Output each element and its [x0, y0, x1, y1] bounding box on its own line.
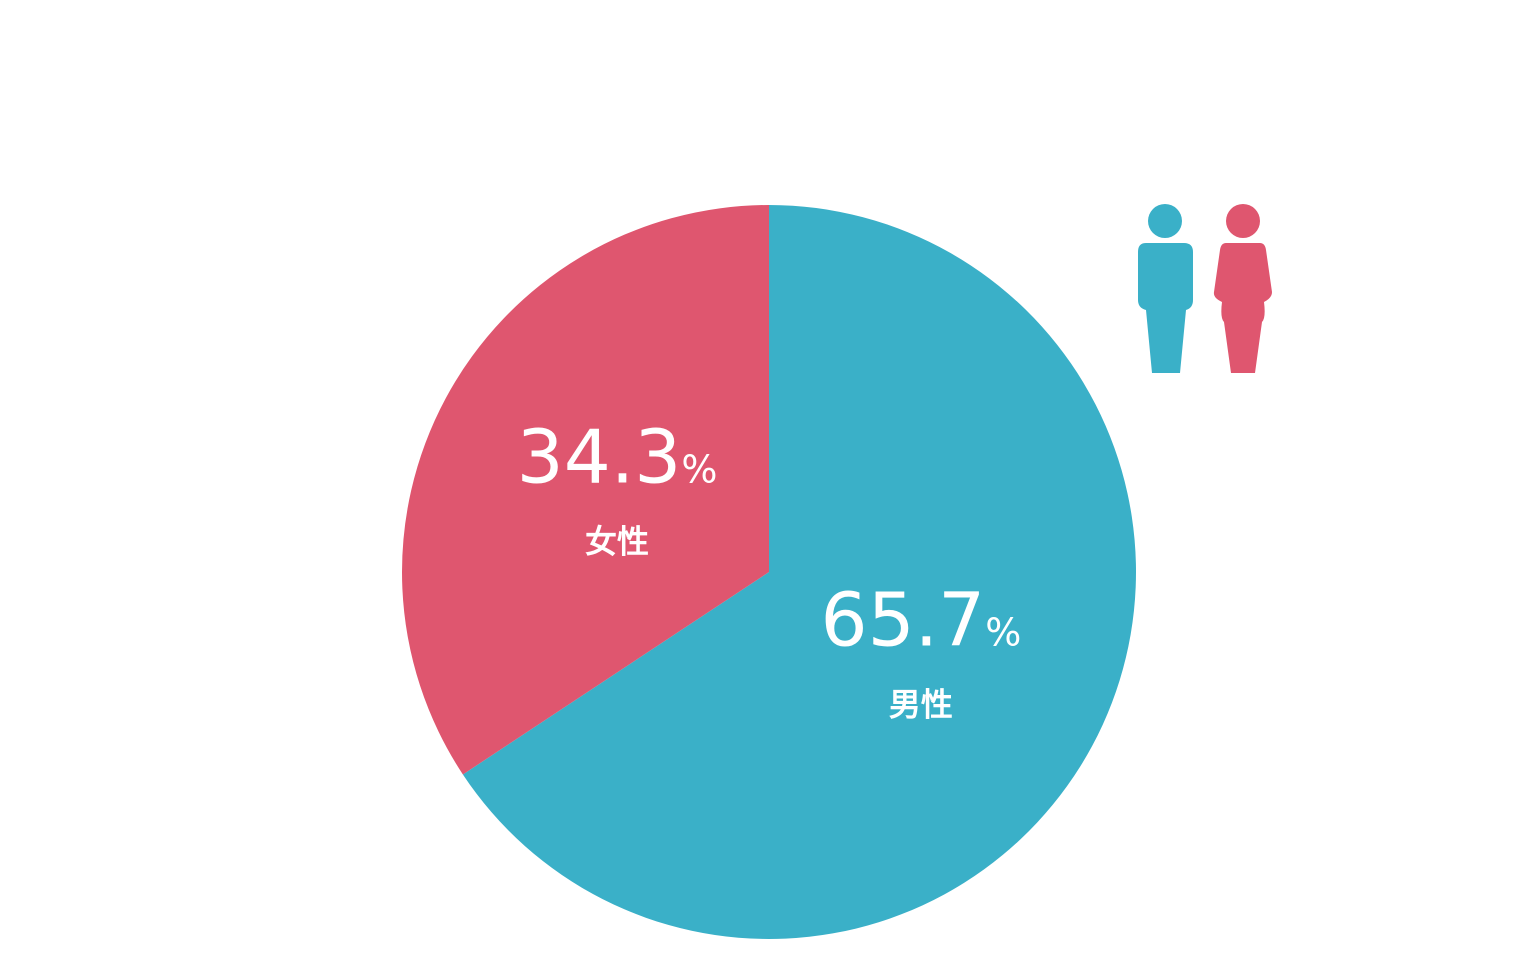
value-unit: % [985, 611, 1021, 655]
value-unit: % [681, 447, 717, 491]
category-label: 女性 [585, 522, 649, 560]
pie-slice [462, 205, 1136, 939]
value-number: 65.7 [820, 578, 985, 664]
people-icon [1138, 204, 1272, 373]
category-label: 男性 [889, 686, 953, 724]
value-label: 34.3% [517, 414, 718, 500]
value-number: 34.3 [517, 414, 682, 500]
value-label: 65.7% [820, 578, 1021, 664]
pie-slice [401, 205, 769, 775]
